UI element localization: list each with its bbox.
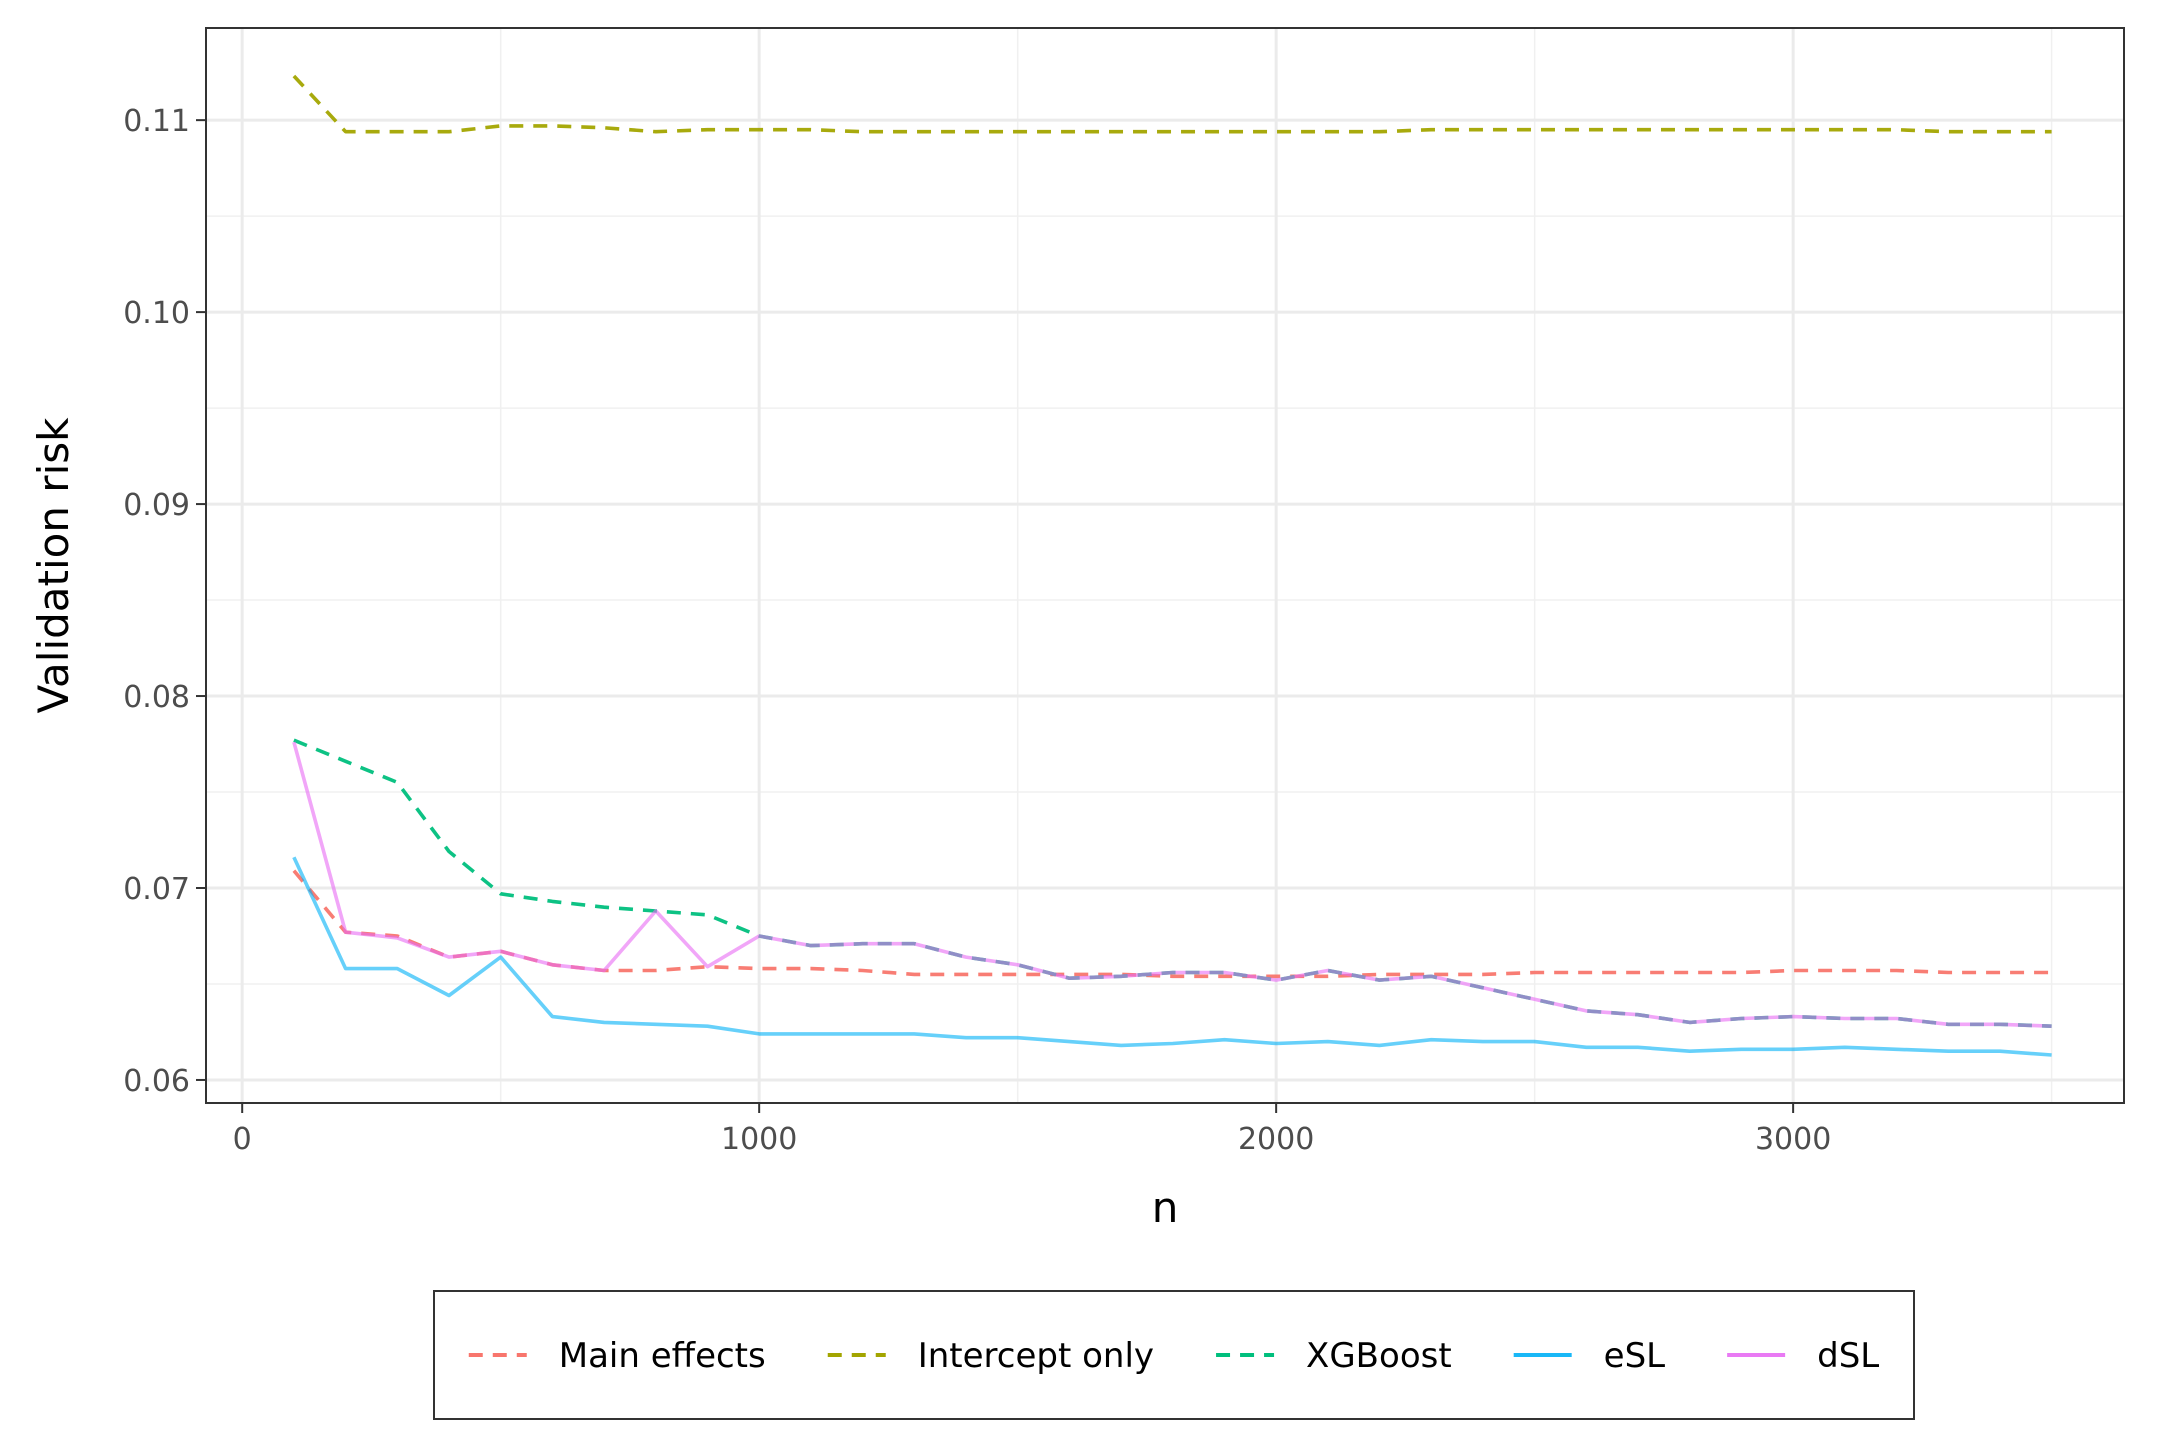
legend-label: dSL	[1817, 1336, 1879, 1376]
legend-box	[433, 1290, 1915, 1420]
legend-label: Intercept only	[918, 1336, 1154, 1376]
legend-item: dSL	[1727, 1336, 1879, 1376]
x-tick-label: 2000	[1238, 1122, 1314, 1157]
y-tick-label: 0.10	[123, 296, 190, 331]
x-tick-label: 0	[233, 1122, 252, 1157]
series-layer	[292, 74, 2052, 1057]
x-axis-title: n	[1152, 1183, 1179, 1232]
y-axis-title: Validation risk	[29, 417, 78, 714]
legend-label: Main effects	[559, 1336, 766, 1376]
legend-item: eSL	[1513, 1336, 1666, 1376]
legend-item: Main effects	[468, 1336, 766, 1376]
y-tick-label: 0.11	[123, 104, 190, 139]
legend-item: XGBoost	[1216, 1336, 1452, 1376]
y-tick-label: 0.07	[123, 872, 190, 907]
x-tick-label: 1000	[721, 1122, 797, 1157]
legend-items: Main effects Intercept only XGBoost eSL dSL	[468, 1336, 1879, 1376]
y-tick-label: 0.06	[123, 1064, 190, 1099]
series-line-esl	[292, 856, 2052, 1057]
series-line-main-effects	[292, 869, 2052, 979]
grid-minor	[206, 28, 2124, 1103]
series-line-intercept-only	[292, 74, 2052, 134]
grid-major	[206, 28, 2124, 1103]
legend: Main effects Intercept only XGBoost eSL dSL	[433, 1290, 1915, 1420]
legend-label: eSL	[1604, 1336, 1666, 1376]
legend-item: Intercept only	[827, 1336, 1154, 1376]
plot-border	[205, 27, 2125, 1104]
y-tick-label: 0.09	[123, 488, 190, 523]
x-tick-label: 3000	[1755, 1122, 1831, 1157]
x-axis-ticks: 0 1000 2000 3000	[233, 1103, 1831, 1157]
y-axis-ticks: 0.06 0.07 0.08 0.09 0.10 0.11	[123, 104, 206, 1099]
legend-label: XGBoost	[1306, 1336, 1452, 1376]
series-line-dsl	[292, 741, 2052, 1028]
y-tick-label: 0.08	[123, 680, 190, 715]
